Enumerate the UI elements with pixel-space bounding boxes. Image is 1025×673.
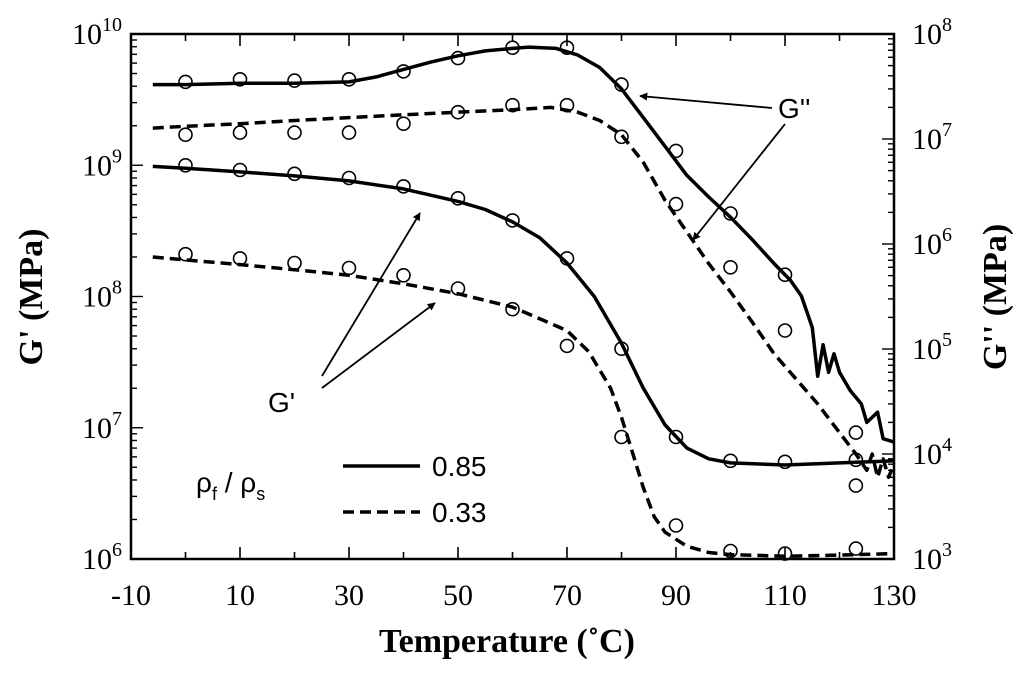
y-left-tick-label: 107 (82, 408, 122, 445)
data-point-marker (614, 77, 629, 92)
data-point-marker (777, 267, 793, 283)
x-tick-labels: -10 10 30 50 70 90 110 130 (111, 579, 917, 612)
data-point-marker (232, 251, 248, 266)
data-point-marker (396, 179, 411, 194)
x-tick-label: 90 (661, 579, 691, 612)
x-tick-label: 130 (872, 579, 917, 612)
data-point-marker (614, 341, 629, 357)
x-tick-label: 50 (443, 579, 473, 612)
y-right-axis-title: G'' (MPa) (977, 224, 1014, 370)
x-tick-label: 10 (225, 579, 255, 612)
data-point-marker (341, 170, 357, 186)
data-point-marker (614, 129, 629, 145)
data-point-marker (723, 206, 738, 221)
data-point-marker (450, 50, 466, 66)
data-point-marker (777, 323, 793, 338)
data-point-marker (178, 74, 193, 90)
data-point-marker (232, 162, 248, 178)
data-point-marker (668, 429, 684, 445)
data-point-marker (232, 72, 248, 87)
data-point-marker (614, 429, 629, 445)
data-point-marker (396, 64, 411, 79)
data-point-marker (505, 40, 520, 56)
x-tick-label: 70 (552, 579, 582, 612)
legend-sub-s: s (256, 484, 265, 504)
data-point-marker (450, 281, 466, 296)
data-point-marker (723, 543, 738, 559)
data-point-marker (178, 158, 193, 173)
x-axis-title: Temperature (˚C) (379, 623, 635, 660)
x-tick-label: 110 (763, 579, 807, 612)
data-point-marker (777, 546, 793, 561)
y-right-tick-label: 103 (912, 539, 952, 576)
data-point-marker (723, 453, 738, 469)
data-point-marker (723, 259, 738, 275)
legend-label-solid: 0.85 (432, 451, 487, 482)
data-point-marker (505, 97, 520, 113)
data-point-marker (559, 97, 575, 113)
data-point-marker (668, 518, 684, 533)
data-point-marker (559, 40, 575, 56)
legend-sep: / (217, 467, 240, 498)
legend-sub-f: f (212, 484, 218, 504)
y-right-tick-label: 108 (912, 14, 952, 51)
data-point-marker (559, 251, 575, 266)
y-left-tick-label: 106 (82, 539, 122, 576)
data-point-marker (848, 425, 864, 440)
data-point-marker (777, 454, 793, 470)
data-point-marker (848, 541, 864, 556)
arrow-g2-lower (692, 123, 786, 241)
series-line-left-solid (152, 164, 895, 467)
legend: ρf / ρs 0.85 0.33 (196, 451, 487, 528)
annotation-g-double-prime: G'' (778, 93, 810, 124)
data-point-marker (341, 125, 357, 140)
data-point-marker (559, 338, 575, 354)
x-tick-label: 30 (334, 579, 364, 612)
data-point-marker (287, 255, 302, 271)
y-right-tick-label: 104 (912, 434, 952, 471)
y-left-tick-label: 1010 (72, 14, 122, 51)
series-line-right-dashed (152, 105, 896, 480)
legend-label-dashed: 0.33 (432, 497, 487, 528)
y-right-tick-label: 105 (912, 329, 952, 366)
data-point-marker (341, 260, 357, 276)
data-point-marker (505, 213, 520, 228)
data-point-marker (287, 125, 302, 140)
data-point-marker (178, 127, 193, 142)
y-left-tick-label: 109 (82, 145, 122, 182)
data-point-marker (450, 104, 466, 120)
y-left-tick-label: 108 (82, 277, 122, 314)
data-point-marker (668, 196, 684, 212)
x-tick-label: -10 (111, 579, 151, 612)
data-point-marker (341, 72, 357, 87)
series-line-right-solid (152, 45, 895, 444)
data-point-marker (287, 73, 302, 88)
data-point-marker (232, 125, 248, 140)
y-left-tick-labels: 106 107 108 109 1010 (72, 14, 122, 576)
legend-title: ρf / ρs (196, 467, 265, 504)
arrow-g1-lower (321, 302, 436, 389)
data-point-marker (450, 191, 466, 206)
arrow-g1-upper (321, 212, 421, 377)
data-point-marker (668, 143, 684, 159)
y-right-tick-labels: 103 104 105 106 107 108 (912, 14, 952, 576)
data-point-marker (396, 116, 411, 131)
legend-rho-s: ρ (240, 467, 256, 498)
annotation-g-prime: G' (268, 387, 295, 418)
data-point-marker (505, 301, 520, 317)
y-right-tick-label: 106 (912, 224, 952, 261)
markers-group (178, 40, 864, 561)
data-point-marker (178, 246, 193, 262)
data-point-marker (287, 166, 302, 182)
arrow-g2-upper (639, 92, 773, 109)
legend-rho-f: ρ (196, 467, 212, 498)
y-right-tick-label: 107 (912, 119, 952, 156)
data-point-marker (396, 267, 411, 283)
series-group (152, 45, 896, 558)
data-point-marker (848, 452, 864, 468)
series-line-left-dashed (152, 255, 895, 558)
y-left-axis-title: G' (MPa) (13, 229, 50, 366)
data-point-marker (848, 478, 864, 493)
